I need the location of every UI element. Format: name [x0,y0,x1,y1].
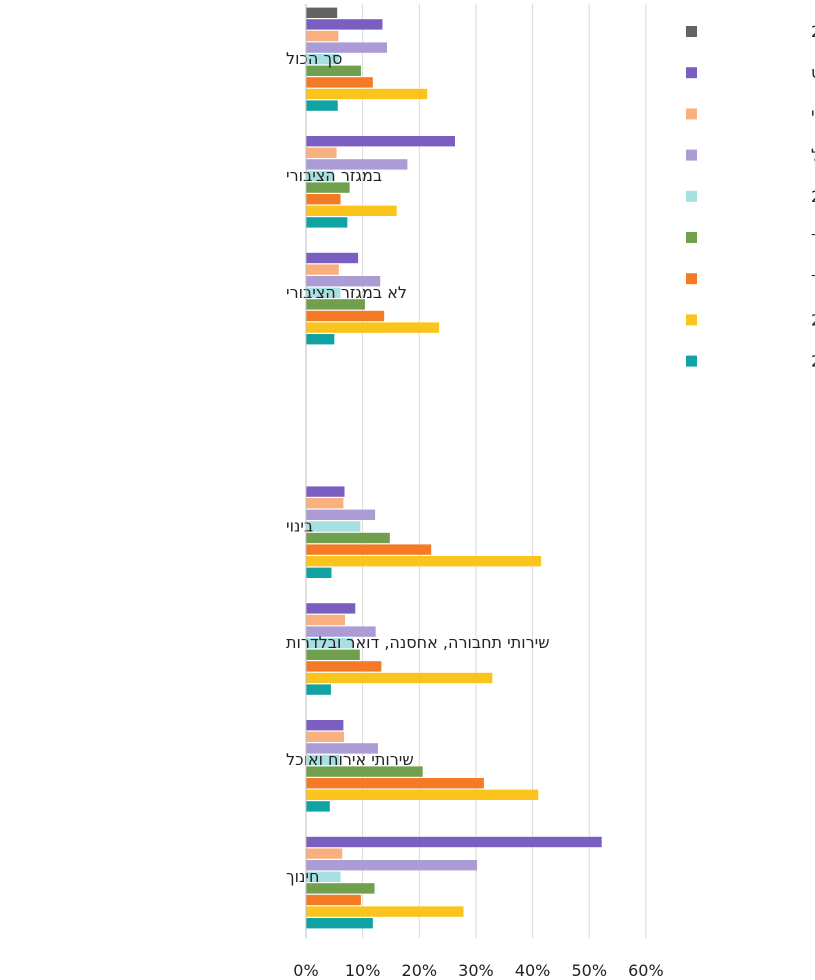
bar [306,789,539,800]
x-tick-label: 30% [458,961,494,980]
bar [306,860,478,871]
category-label: בינוי [286,516,313,535]
legend-label: פברואר 2024 [811,187,815,206]
legend-swatch [686,273,697,285]
bar [306,778,484,789]
bar [306,182,350,193]
bar [306,310,385,322]
legend-swatch [686,108,697,120]
bar [306,100,338,111]
bar [306,88,428,100]
x-tick-label: 10% [345,961,381,980]
bar [306,170,334,182]
x-tick-label: 20% [402,961,438,980]
legend-label: אוגוסט [811,63,815,82]
legend: אוקטובר 2024 אוגוסט יוני אפריל פברואר 2024 דצ… [686,22,815,371]
category-label: חינוך [286,867,319,886]
bar [306,906,464,917]
bar [306,684,331,695]
legend-swatch [686,149,697,161]
bar [306,136,455,147]
bar [306,532,390,544]
x-tick-label: 50% [571,961,607,980]
x-tick-label: 60% [628,961,664,980]
category-label: במגזר הציבורי [286,166,382,185]
bars [306,7,602,929]
bar [306,720,344,731]
bar [306,299,365,310]
bar [306,147,337,158]
bar [306,252,359,264]
bar [306,638,354,649]
bar [306,556,542,567]
bar [306,871,341,882]
bar [306,836,602,848]
bar [306,766,423,777]
bar [306,801,330,812]
bar [306,603,356,614]
legend-swatch [686,314,697,326]
x-tick-label: 0% [293,961,318,980]
bar [306,54,339,65]
bar [306,217,348,228]
category-label: שירותי תחבורה, אחסנה, דואר ובלדרות [286,633,550,652]
bar [306,626,376,637]
legend-swatch [686,232,697,243]
bar [306,65,361,76]
bar [306,287,341,298]
bar [306,498,344,509]
category-label: שירותי אירוח ואוכל [286,750,414,769]
legend-label: יוני [811,104,815,123]
bar [306,743,378,754]
bar [306,30,339,42]
bar [306,567,332,578]
bar [306,264,339,275]
legend-swatch [686,355,697,367]
bar [306,486,345,497]
category-label: סך הכול [286,49,342,68]
bar [306,159,408,170]
bar [306,7,338,18]
bar [306,19,383,30]
legend-swatch [686,67,697,79]
bar [306,205,397,216]
legend-label: נובמבר [811,269,815,288]
bar [306,754,340,766]
bar [306,276,381,287]
legend-label: אוקטובר 2024 [811,22,815,41]
bar [306,883,375,894]
bar [306,649,360,660]
x-axis: 0% 10% 20% 30% 40% 50% 60% [293,961,663,980]
legend-label: אוקטובר 2023 [811,310,815,329]
legend-swatch [686,26,697,37]
bar [306,661,382,672]
legend-label: ספטמבר 2023 [811,352,815,371]
bar [306,848,343,859]
bar [306,918,373,929]
bar [306,77,373,88]
bar [306,42,388,53]
bar [306,322,440,333]
x-tick-label: 40% [515,961,551,980]
bar [306,894,361,906]
bar [306,334,335,345]
legend-swatch [686,190,697,202]
bar [306,544,432,555]
y-axis: סך הכול במגזר הציבורי לא במגזר הציבורי בינו… [286,4,550,939]
category-label: לא במגזר הציבורי [286,283,407,302]
bar [306,194,341,205]
bar [306,731,344,742]
bar [306,672,493,684]
legend-label: דצמבר [811,228,815,247]
legend-label: אפריל [811,146,815,165]
bar [306,521,361,532]
bar [306,614,346,626]
bar [306,509,376,520]
